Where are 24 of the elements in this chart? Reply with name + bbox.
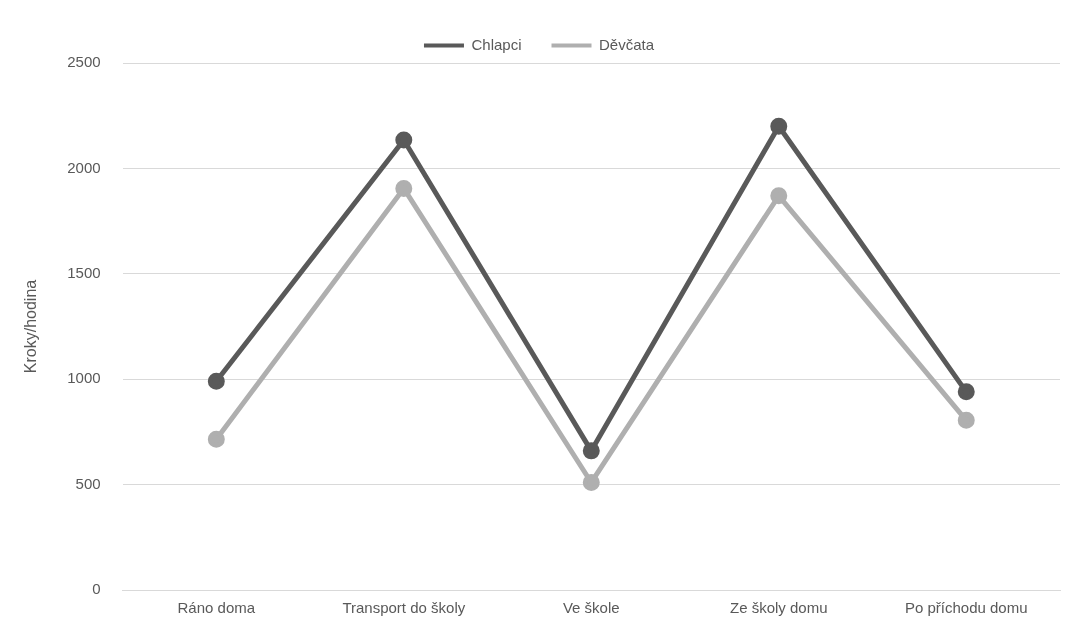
point bbox=[770, 187, 788, 205]
point bbox=[582, 442, 600, 460]
x-tick-label: Ze školy domu bbox=[730, 599, 828, 617]
legend-label: Chlapci bbox=[471, 35, 522, 53]
point bbox=[582, 473, 600, 491]
y-tick-label: 1000 bbox=[67, 369, 101, 387]
y-tick-label: 2500 bbox=[67, 53, 101, 71]
y-tick-label: 1500 bbox=[67, 263, 101, 281]
point bbox=[395, 179, 413, 197]
point bbox=[770, 117, 788, 135]
x-tick-label: Ráno doma bbox=[177, 599, 256, 617]
y-axis-title: Kroky/hodina bbox=[22, 279, 40, 374]
y-tick-label: 0 bbox=[92, 580, 101, 598]
legend-label: Děvčata bbox=[599, 35, 655, 53]
y-tick-label: 2000 bbox=[67, 158, 101, 176]
x-tick-label: Transport do školy bbox=[342, 599, 466, 617]
point bbox=[207, 430, 225, 448]
point bbox=[395, 131, 413, 149]
point bbox=[957, 383, 975, 401]
point bbox=[957, 411, 975, 429]
point bbox=[207, 372, 225, 390]
y-tick-label: 500 bbox=[75, 474, 101, 492]
x-tick-label: Ve škole bbox=[562, 599, 620, 617]
x-tick-label: Po příchodu domu bbox=[904, 599, 1028, 617]
